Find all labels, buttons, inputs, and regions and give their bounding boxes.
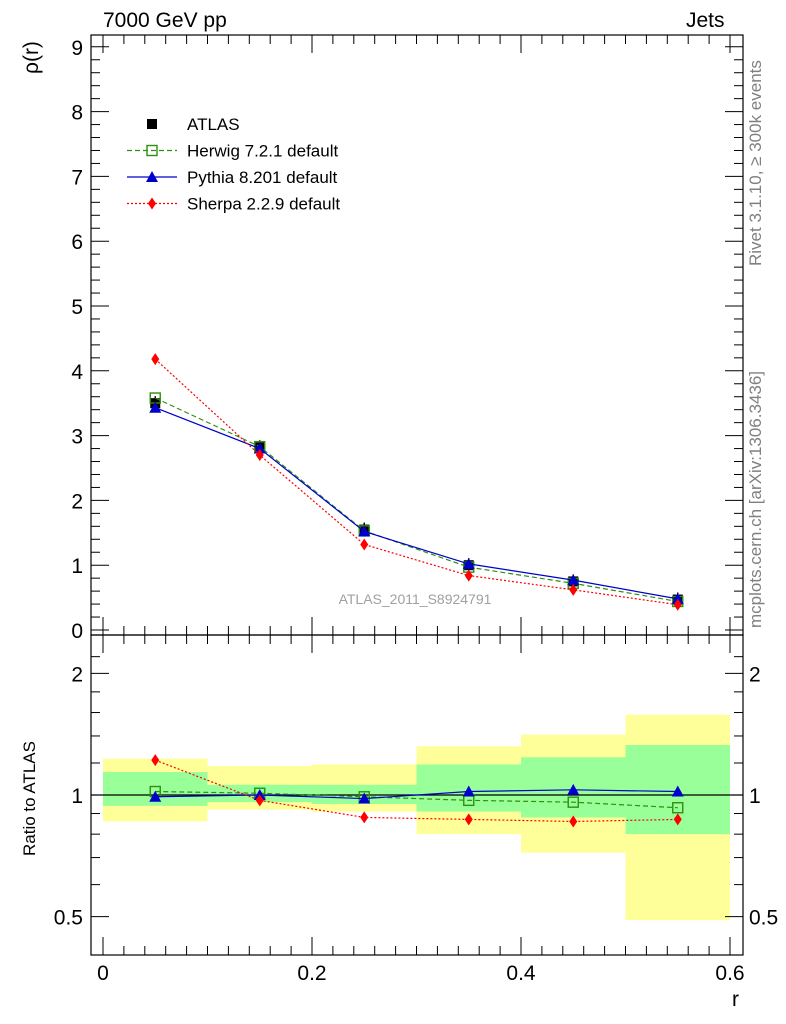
ratio-pythia-point-5	[671, 785, 684, 797]
x-axis-label: r	[732, 988, 739, 1011]
main-sherpa-point-4	[569, 583, 578, 596]
ratio-pythia-line	[155, 789, 678, 800]
ratio-sherpa-line	[155, 759, 678, 823]
header-left: 7000 GeV pp	[103, 9, 227, 32]
ratio-sherpa-point-0	[151, 754, 160, 767]
ratio-pythia-point-4	[567, 783, 580, 795]
legend-label-sherpa: Sherpa 2.2.9 default	[187, 195, 340, 214]
xtick-label-0.2: 0.2	[297, 962, 326, 985]
analysis-watermark: ATLAS_2011_S8924791	[339, 591, 492, 607]
ratio-pythia-point-2	[358, 792, 371, 804]
main-pythia-point-1	[253, 442, 266, 454]
ratio-ytick-label-2: 2	[71, 663, 83, 686]
xtick-label-0: 0	[97, 962, 109, 985]
main-pythia-point-2	[358, 525, 371, 537]
ratio-sherpa-point-4	[569, 815, 578, 828]
main-sherpa-point-3	[464, 569, 473, 582]
main-herwig-line	[154, 397, 678, 603]
ratio-ytick-label-right-1: 1	[749, 785, 761, 808]
legend-marker-atlas	[147, 119, 157, 129]
xtick-label-0.6: 0.6	[715, 962, 744, 985]
ratio-pythia-point-0	[149, 790, 162, 802]
ratio-ytick-label-right-0.5: 0.5	[749, 907, 778, 930]
ratio-sherpa-point-3	[464, 813, 473, 826]
ratio-uncertainty-bands	[103, 714, 730, 921]
main-pythia-point-4	[567, 574, 580, 586]
ratio-sherpa-point-2	[360, 811, 369, 824]
axes-layer: 0 1 2 3 4 5 6 7 8 9 0.5 0.5 1 1 2 2 0 0.2 0.4 0.6	[54, 34, 778, 985]
series-layer	[149, 353, 684, 828]
legend-label-pythia: Pythia 8.201 default	[187, 168, 338, 187]
ratio-herwig-point-5	[672, 802, 684, 814]
main-sherpa-line	[154, 358, 678, 606]
ratio-herwig-point-4	[567, 796, 579, 808]
main-ytick-label-7: 7	[71, 166, 83, 189]
main-sherpa-point-1	[255, 449, 264, 462]
main-ytick-label-1: 1	[71, 555, 83, 578]
ratio-ytick-label-1: 1	[71, 785, 83, 808]
main-pythia-point-5	[671, 592, 684, 604]
main-pythia-point-3	[462, 557, 475, 569]
ratio-pythia-point-3	[462, 785, 475, 797]
main-ytick-label-9: 9	[71, 37, 83, 60]
main-sherpa-point-2	[360, 538, 369, 551]
legend-label-atlas: ATLAS	[187, 115, 240, 134]
ratio-ytick-label-right-2: 2	[749, 663, 761, 686]
main-pythia-point-0	[149, 401, 162, 413]
ratio-ytick-label-0.5: 0.5	[54, 907, 83, 930]
main-ytick-label-3: 3	[71, 426, 83, 449]
legend-label-herwig: Herwig 7.2.1 default	[187, 142, 338, 161]
main-sherpa-point-0	[151, 353, 160, 366]
legend-marker-pythia	[146, 171, 158, 182]
main-ytick-label-4: 4	[71, 361, 83, 384]
legend-marker-herwig	[146, 144, 158, 157]
legend: ATLAS Herwig 7.2.1 default Pythia 8.201 de…	[127, 115, 340, 214]
main-ytick-label-6: 6	[71, 231, 83, 254]
main-ytick-label-8: 8	[71, 102, 83, 125]
main-pythia-line	[155, 407, 678, 600]
main-ytick-label-0: 0	[71, 620, 83, 643]
ratio-sherpa-point-1	[255, 794, 264, 807]
header-right: Jets	[686, 9, 725, 32]
legend-marker-sherpa	[148, 197, 156, 210]
ratio-herwig-line	[155, 790, 678, 809]
main-ytick-label-5: 5	[71, 296, 83, 319]
ratio-sherpa-point-5	[673, 813, 682, 826]
main-sherpa-point-5	[673, 598, 682, 611]
main-ytick-label-2: 2	[71, 490, 83, 513]
xtick-label-0.4: 0.4	[506, 962, 536, 985]
